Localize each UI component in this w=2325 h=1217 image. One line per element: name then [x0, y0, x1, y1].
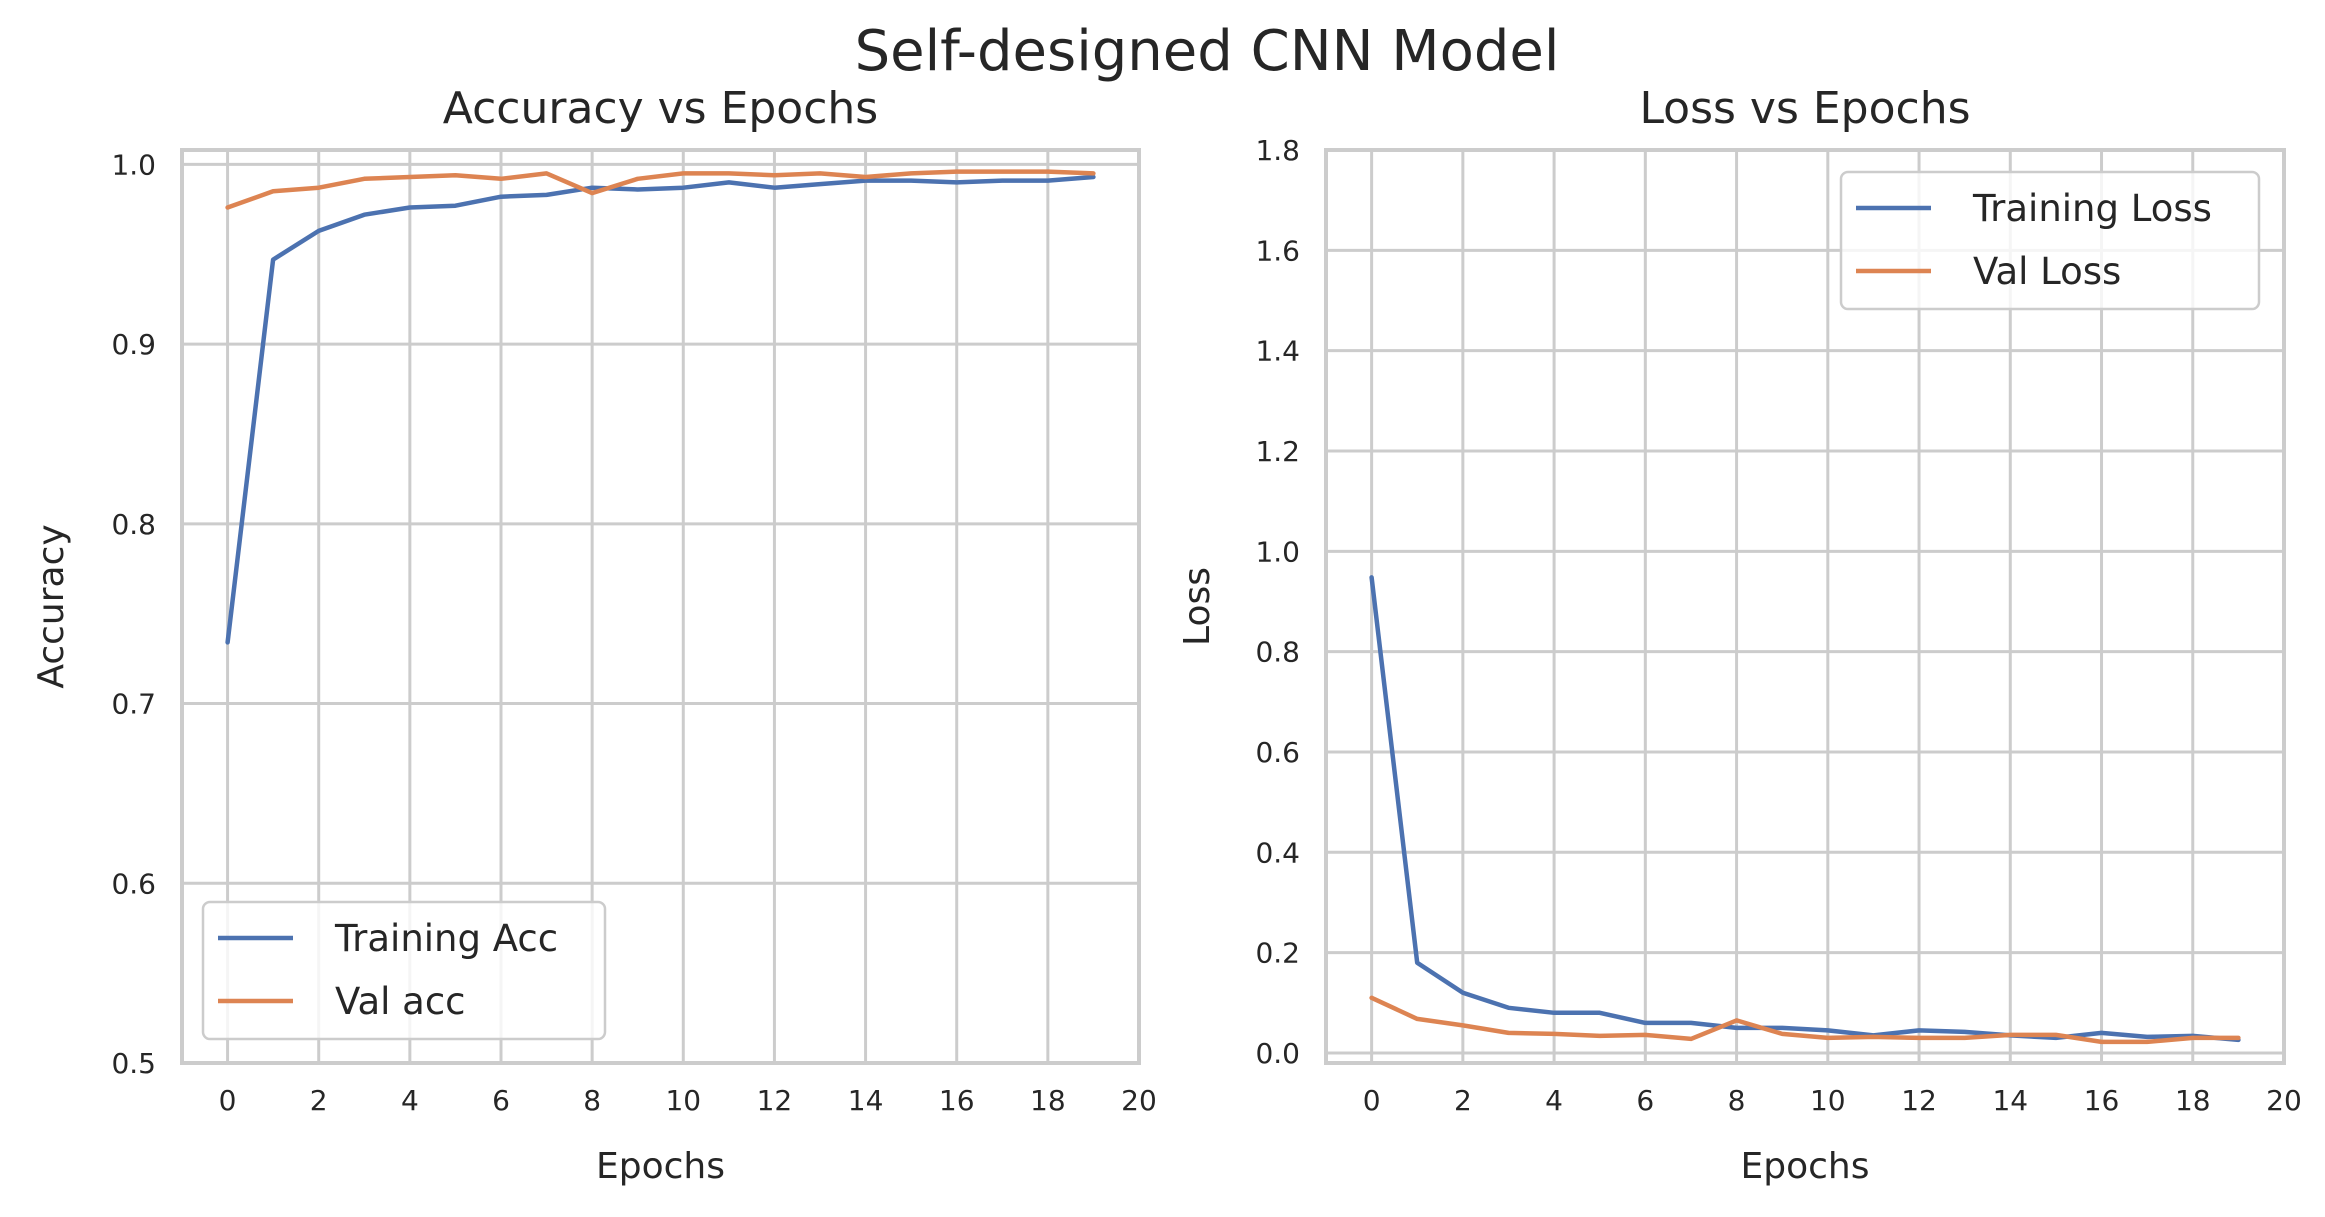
- loss-y-tick-label: 1.6: [1255, 234, 1300, 267]
- loss-y-tick-label: 0.4: [1255, 836, 1300, 869]
- loss-legend-label: Val Loss: [1973, 250, 2121, 293]
- loss-chart-title: Loss vs Epochs: [1639, 83, 1970, 134]
- accuracy-y-tick-label: 0.6: [111, 867, 156, 900]
- accuracy-legend: Training Acc Val acc: [201, 900, 607, 1041]
- loss-x-tick-label: 8: [1728, 1084, 1746, 1117]
- accuracy-x-tick-label: 20: [1121, 1084, 1157, 1117]
- loss-y-axis-label: Loss: [1177, 567, 1218, 646]
- accuracy-chart: 0 2 4 6 8 10 12 14 16 18 20 0.5 0.6 0.7 0.8 0.9 1.0 Accur…: [31, 83, 1157, 1187]
- accuracy-x-tick-label: 14: [848, 1084, 884, 1117]
- loss-x-tick-label: 14: [1992, 1084, 2028, 1117]
- loss-legend-box: [1839, 170, 2261, 311]
- loss-y-tick-label: 1.4: [1255, 335, 1300, 368]
- loss-chart: 0 2 4 6 8 10 12 14 16 18 20 0.0 0.2 0.4 0.6 0.8 1.0 1.2 1.…: [1177, 83, 2302, 1187]
- loss-x-tick-label: 0: [1363, 1084, 1381, 1117]
- loss-x-tick-label: 18: [2175, 1084, 2211, 1117]
- figure-title: Self-designed CNN Model: [855, 19, 1560, 84]
- accuracy-legend-label: Training Acc: [334, 917, 558, 960]
- loss-y-tick-label: 0.8: [1255, 636, 1300, 669]
- accuracy-y-axis-label: Accuracy: [31, 524, 72, 688]
- accuracy-legend-label: Val acc: [335, 980, 466, 1023]
- accuracy-x-tick-label: 18: [1030, 1084, 1066, 1117]
- accuracy-series-training-acc-line: [225, 174, 1096, 645]
- accuracy-x-tick-label: 12: [757, 1084, 793, 1117]
- accuracy-axes-frame: [180, 148, 1141, 1065]
- loss-y-tick-label: 0.0: [1255, 1037, 1300, 1070]
- accuracy-x-tick-label: 6: [492, 1084, 510, 1117]
- accuracy-series-val-acc-line: [225, 169, 1096, 210]
- accuracy-x-axis-label: Epochs: [596, 1146, 725, 1187]
- loss-x-tick-label: 2: [1454, 1084, 1472, 1117]
- accuracy-y-tick-label: 0.5: [111, 1047, 156, 1080]
- accuracy-x-tick-label: 16: [939, 1084, 975, 1117]
- loss-axes-frame: [1324, 148, 2286, 1065]
- accuracy-y-tick-label: 0.9: [111, 328, 156, 361]
- loss-y-tick-label: 1.2: [1255, 435, 1300, 468]
- loss-x-tick-label: 12: [1901, 1084, 1937, 1117]
- accuracy-x-tick-label: 2: [310, 1084, 328, 1117]
- accuracy-x-tick-label: 4: [401, 1084, 419, 1117]
- accuracy-y-tick-label: 1.0: [111, 148, 156, 181]
- loss-y-tick-label: 0.2: [1255, 937, 1300, 970]
- loss-x-axis-label: Epochs: [1741, 1146, 1870, 1187]
- loss-series-val-loss-line: [1369, 995, 2241, 1045]
- accuracy-chart-title: Accuracy vs Epochs: [443, 83, 878, 134]
- loss-x-tick-label: 10: [1810, 1084, 1846, 1117]
- accuracy-x-tick-label: 10: [665, 1084, 701, 1117]
- accuracy-legend-box: [201, 900, 607, 1041]
- loss-x-tick-label: 20: [2266, 1084, 2302, 1117]
- loss-x-tick-label: 16: [2084, 1084, 2120, 1117]
- loss-legend: Training Loss Val Loss: [1839, 170, 2261, 311]
- loss-y-tick-label: 1.0: [1255, 535, 1300, 568]
- loss-series-training-loss-line: [1369, 575, 2241, 1043]
- accuracy-x-tick-label: 0: [219, 1084, 237, 1117]
- accuracy-y-tick-label: 0.8: [111, 508, 156, 541]
- accuracy-x-tick-label: 8: [583, 1084, 601, 1117]
- accuracy-y-tick-label: 0.7: [111, 688, 156, 721]
- loss-y-tick-label: 1.8: [1255, 134, 1300, 167]
- loss-x-tick-label: 6: [1636, 1084, 1654, 1117]
- loss-x-tick-label: 4: [1545, 1084, 1563, 1117]
- loss-legend-label: Training Loss: [1972, 187, 2212, 230]
- loss-y-tick-label: 0.6: [1255, 736, 1300, 769]
